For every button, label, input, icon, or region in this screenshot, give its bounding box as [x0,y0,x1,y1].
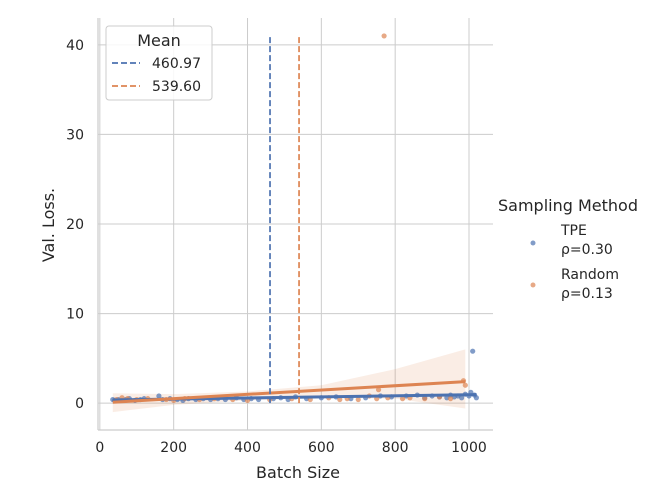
legend-random-marker [531,283,536,288]
x-tick-label: 400 [234,440,261,456]
y-tick-label: 0 [75,396,84,412]
legend-tpe-marker [531,241,536,246]
x-tick-label: 0 [95,440,104,456]
random-point [448,396,453,401]
random-point [381,33,386,38]
mean-legend-title: Mean [137,31,181,50]
x-tick-label: 600 [308,440,335,456]
x-axis-title: Batch Size [256,463,340,482]
y-tick-labels: 0 10 20 30 40 [66,38,84,412]
x-tick-label: 200 [160,440,187,456]
x-tick-label: 800 [382,440,409,456]
sampling-method-legend-title: Sampling Method [498,196,638,215]
y-tick-label: 30 [66,127,84,143]
legend-random-name: Random [561,267,619,283]
y-tick-label: 40 [66,38,84,54]
tpe-point [470,349,475,354]
mean-legend: Mean 460.97 539.60 [106,26,212,100]
y-tick-label: 20 [66,217,84,233]
x-tick-labels: 0 200 400 600 800 1000 [95,440,486,456]
legend-tpe-stat: ρ=0.30 [561,242,613,258]
x-tick-label: 1000 [451,440,487,456]
sampling-method-legend: Sampling Method TPE ρ=0.30 Random ρ=0.13 [498,196,638,302]
random-point [463,383,468,388]
y-tick-label: 10 [66,307,84,323]
legend-tpe-name: TPE [560,223,587,239]
legend-random-stat: ρ=0.13 [561,286,613,302]
y-axis-title: Val. Loss. [39,188,58,262]
mean-legend-tpe-label: 460.97 [152,56,201,72]
mean-lines [270,36,299,403]
mean-legend-random-label: 539.60 [152,79,201,95]
